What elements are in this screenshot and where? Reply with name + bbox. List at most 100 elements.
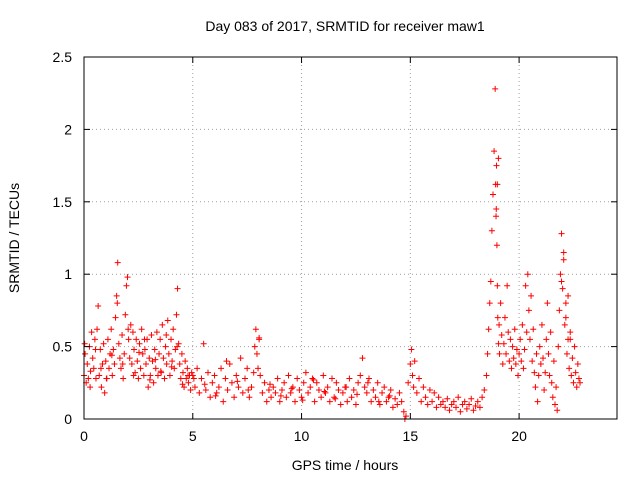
- data-point: [538, 321, 545, 328]
- data-point: [392, 395, 399, 402]
- data-point: [494, 282, 501, 289]
- data-point: [140, 372, 147, 379]
- data-point: [481, 387, 488, 394]
- data-point: [211, 372, 218, 379]
- data-point: [114, 259, 121, 266]
- data-point: [309, 375, 316, 382]
- data-point: [223, 358, 230, 365]
- data-point: [484, 350, 491, 357]
- data-point: [119, 332, 126, 339]
- data-point: [426, 387, 433, 394]
- x-tick-label: 5: [189, 428, 197, 444]
- data-point: [516, 350, 523, 357]
- data-point: [173, 311, 180, 318]
- data-point: [296, 387, 303, 394]
- data-point: [171, 365, 178, 372]
- data-point: [343, 384, 350, 391]
- data-point: [136, 349, 143, 356]
- data-point: [450, 398, 457, 405]
- data-point: [189, 372, 196, 379]
- data-point: [376, 401, 383, 408]
- data-point: [493, 162, 500, 169]
- data-point: [556, 307, 563, 314]
- data-point: [368, 398, 375, 405]
- data-point: [350, 387, 357, 394]
- data-point: [305, 389, 312, 396]
- data-point: [472, 402, 479, 409]
- data-point: [485, 326, 492, 333]
- data-point: [162, 343, 169, 350]
- scatter-series-srmtid: [81, 85, 584, 422]
- data-point: [361, 384, 368, 391]
- chart-title: Day 083 of 2017, SRMTID for receiver maw…: [205, 18, 485, 34]
- data-point: [509, 343, 516, 350]
- data-point: [307, 384, 314, 391]
- data-point: [498, 332, 505, 339]
- data-point: [483, 372, 490, 379]
- data-point: [543, 336, 550, 343]
- data-point: [321, 388, 328, 395]
- data-point: [198, 375, 205, 382]
- data-point: [127, 321, 134, 328]
- data-point: [235, 384, 242, 391]
- data-point: [145, 384, 152, 391]
- data-point: [570, 379, 577, 386]
- data-point: [272, 389, 279, 396]
- data-point: [546, 372, 553, 379]
- data-point: [521, 346, 528, 353]
- data-point: [524, 271, 531, 278]
- data-point: [496, 350, 503, 357]
- y-tick-label: 0.5: [53, 339, 73, 355]
- data-point: [177, 375, 184, 382]
- data-point: [311, 398, 318, 405]
- data-point: [398, 398, 405, 405]
- data-point: [268, 394, 275, 401]
- data-point: [150, 379, 157, 386]
- data-point: [157, 368, 164, 375]
- data-point: [363, 389, 370, 396]
- data-point: [315, 387, 322, 394]
- data-point: [115, 340, 122, 347]
- data-point: [138, 326, 145, 333]
- data-point: [159, 321, 166, 328]
- data-point: [504, 282, 511, 289]
- data-point: [493, 242, 500, 249]
- data-point: [501, 314, 508, 321]
- y-tick-label: 1: [64, 266, 72, 282]
- data-point: [563, 350, 570, 357]
- data-point: [479, 394, 486, 401]
- data-point: [442, 404, 449, 411]
- data-point: [335, 387, 342, 394]
- x-tick-label: 0: [80, 428, 88, 444]
- data-point: [120, 375, 127, 382]
- data-point: [470, 407, 477, 414]
- data-point: [568, 372, 575, 379]
- data-point: [402, 413, 409, 420]
- data-point: [292, 398, 299, 405]
- data-point: [84, 360, 91, 367]
- data-point: [488, 227, 495, 234]
- data-point: [170, 326, 177, 333]
- data-point: [407, 360, 414, 367]
- data-point: [196, 389, 203, 396]
- data-point: [111, 360, 118, 367]
- data-point: [237, 355, 244, 362]
- data-point: [348, 394, 355, 401]
- data-point: [276, 398, 283, 405]
- data-point: [181, 384, 188, 391]
- data-point: [381, 384, 388, 391]
- data-point: [245, 387, 252, 394]
- data-point: [298, 394, 305, 401]
- data-point: [439, 398, 446, 405]
- data-point: [152, 356, 159, 363]
- data-point: [88, 329, 95, 336]
- data-point: [346, 375, 353, 382]
- data-point: [400, 408, 407, 415]
- data-point: [466, 401, 473, 408]
- data-point: [184, 365, 191, 372]
- data-point: [119, 360, 126, 367]
- data-point: [299, 397, 306, 404]
- data-point: [100, 340, 107, 347]
- data-point: [148, 332, 155, 339]
- data-point: [553, 384, 560, 391]
